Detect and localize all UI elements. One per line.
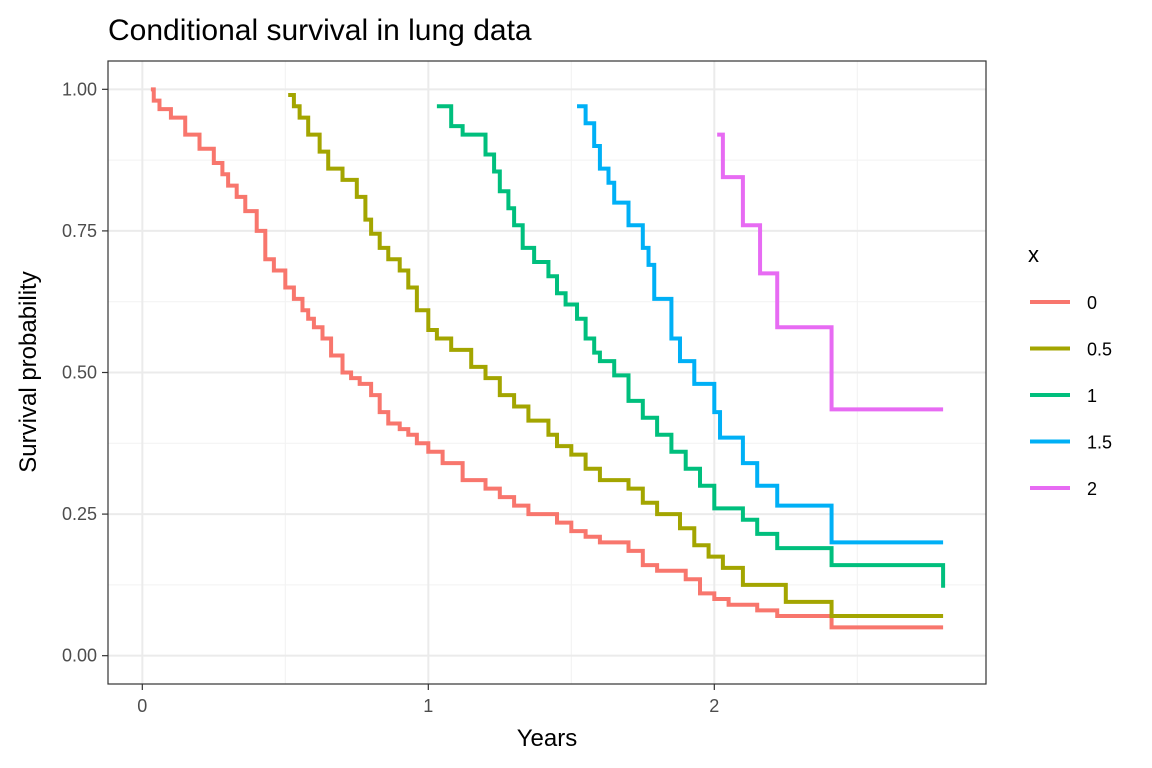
x-tick-label: 0 [137,696,147,716]
y-axis-title: Survival probability [15,271,42,472]
legend-label: 0.5 [1087,340,1112,360]
y-tick-label: 0.50 [62,363,97,383]
y-tick-label: 0.25 [62,504,97,524]
series-line-1 [436,104,946,588]
y-tick-label: 1.00 [62,79,97,99]
x-tick-label: 1 [423,696,433,716]
y-tick-label: 0.75 [62,221,97,241]
series-line-0-5 [288,92,944,619]
y-axis: 0.00 0.25 0.50 0.75 1.00 [62,79,108,666]
series-line-2 [717,132,944,412]
legend: x 0 0.5 1 1.5 2 [1028,242,1112,499]
y-tick-label: 0.00 [62,646,97,666]
series-lines [150,87,946,630]
legend-label: 1 [1087,386,1097,406]
chart-title: Conditional survival in lung data [108,14,532,47]
series-line-1-5 [577,104,944,545]
legend-label: 1.5 [1087,433,1112,453]
legend-label: 2 [1087,479,1097,499]
x-tick-label: 2 [709,696,719,716]
series-line-0 [150,87,944,630]
x-axis: 0 1 2 [137,684,719,716]
legend-title: x [1028,242,1039,267]
legend-label: 0 [1087,293,1097,313]
x-axis-title: Years [517,725,578,752]
grid [108,61,986,684]
